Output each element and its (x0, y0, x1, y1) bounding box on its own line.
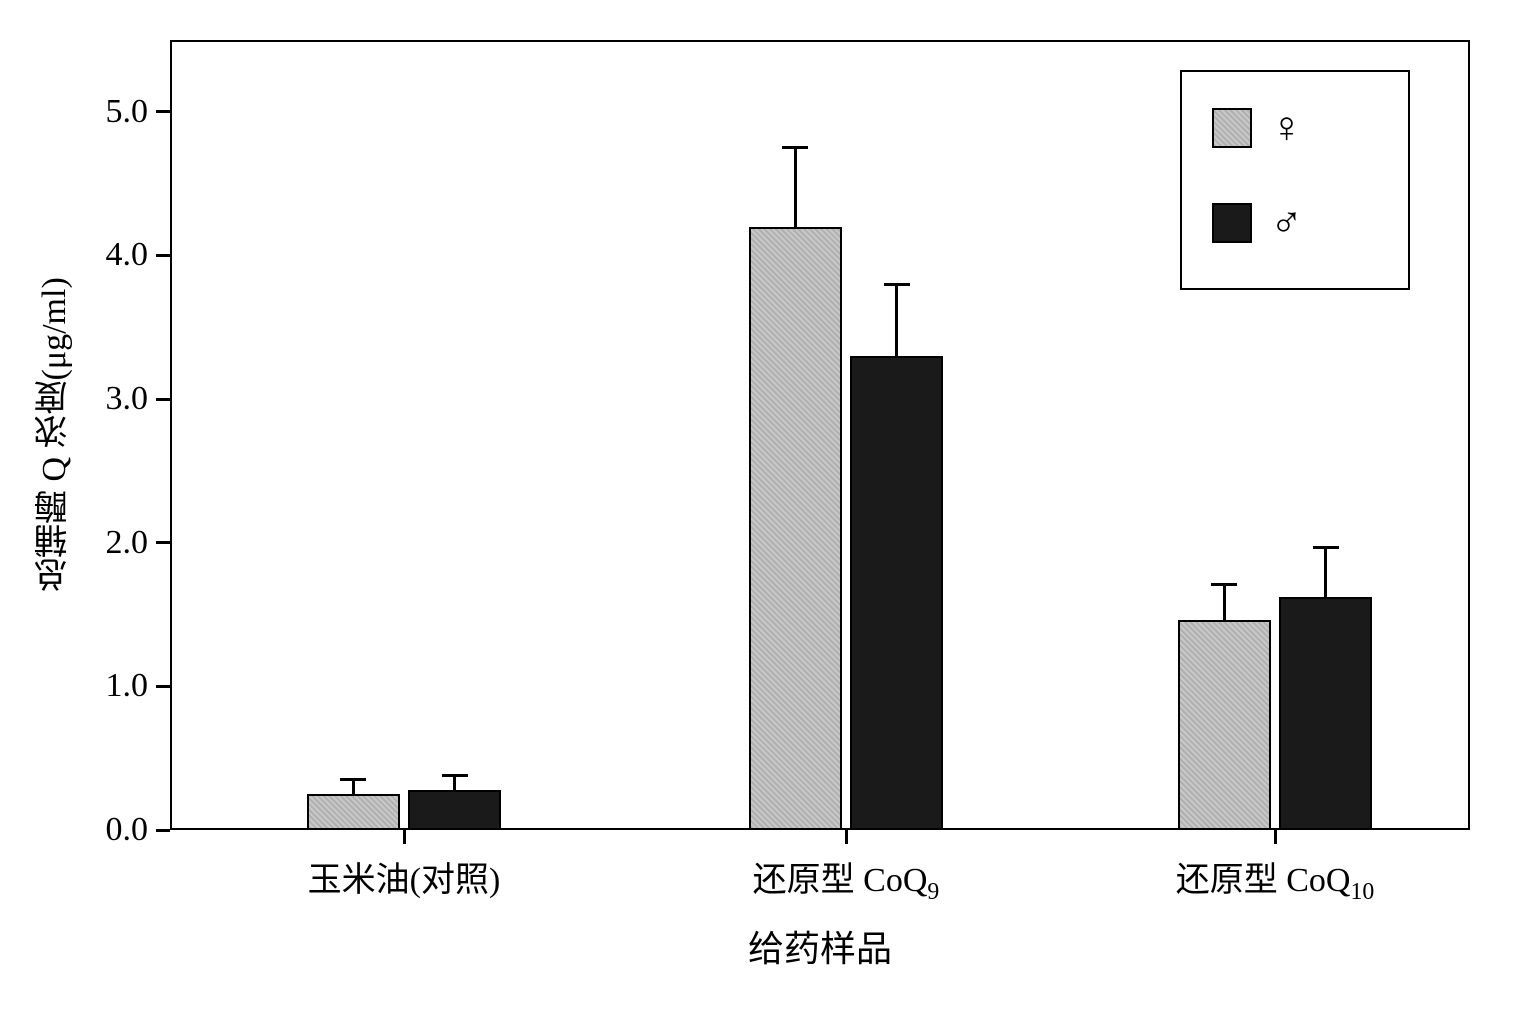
y-tick-mark (156, 685, 170, 688)
error-bar-stem (352, 780, 355, 794)
y-tick-label: 5.0 (68, 93, 148, 131)
x-tick-mark (845, 830, 848, 844)
y-tick-label: 0.0 (68, 811, 148, 849)
y-tick-label: 3.0 (68, 380, 148, 418)
y-tick-mark (156, 398, 170, 401)
legend-swatch-male (1212, 203, 1252, 243)
bar-male (408, 790, 502, 830)
legend-swatch-female (1212, 108, 1252, 148)
error-bar-cap (1313, 546, 1339, 549)
error-bar-cap (340, 778, 366, 781)
x-axis-label: 给药样品 (170, 920, 1470, 972)
error-bar-cap (884, 283, 910, 286)
x-tick-mark (403, 830, 406, 844)
error-bar-stem (895, 284, 898, 356)
category-label: 还原型 CoQ9 (666, 852, 1026, 906)
bar-male (1279, 597, 1373, 830)
legend: ♀♂ (1180, 70, 1410, 290)
category-label: 还原型 CoQ10 (1095, 852, 1455, 906)
bar-female (749, 227, 843, 830)
y-tick-mark (156, 110, 170, 113)
y-tick-mark (156, 541, 170, 544)
bar-male (850, 356, 944, 830)
x-tick-mark (1274, 830, 1277, 844)
y-tick-label: 2.0 (68, 524, 148, 562)
y-tick-mark (156, 254, 170, 257)
bar-female (307, 794, 401, 830)
error-bar-stem (794, 148, 797, 227)
error-bar-cap (442, 774, 468, 777)
error-bar-stem (1223, 584, 1226, 620)
error-bar-stem (1324, 547, 1327, 597)
y-tick-mark (156, 829, 170, 832)
error-bar-cap (1211, 583, 1237, 586)
category-label: 玉米油(对照) (224, 852, 584, 901)
y-tick-label: 1.0 (68, 667, 148, 705)
legend-label-female: ♀ (1270, 102, 1303, 153)
error-bar-stem (453, 775, 456, 789)
error-bar-cap (782, 146, 808, 149)
legend-label-male: ♂ (1270, 197, 1303, 248)
legend-item-female: ♀ (1212, 102, 1303, 153)
y-tick-label: 4.0 (68, 236, 148, 274)
legend-item-male: ♂ (1212, 197, 1303, 248)
chart-container: 总辅酶 Q 浓度(μg/ml) 给药样品 ♀♂ 0.01.02.03.04.05… (20, 20, 1518, 989)
bar-female (1178, 620, 1272, 830)
